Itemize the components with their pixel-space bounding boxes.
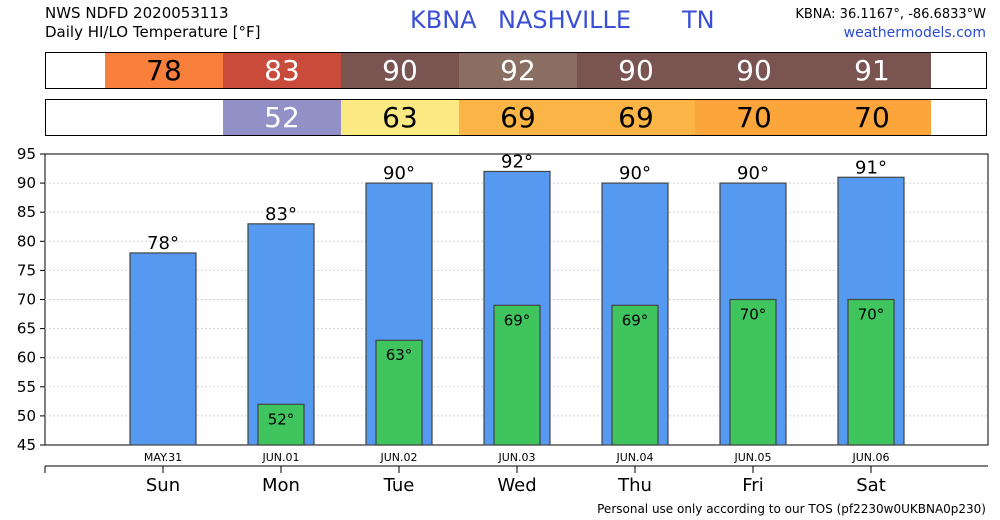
- city-name: NASHVILLE: [498, 6, 632, 34]
- date-label: JUN.03: [497, 451, 535, 464]
- day-label: Thu: [617, 475, 652, 496]
- hi-label: 78°: [147, 233, 179, 254]
- date-label: JUN.01: [261, 451, 299, 464]
- lo-bar: [847, 298, 895, 446]
- lo-bar: [611, 304, 659, 446]
- product-title: Daily HI/LO Temperature [°F]: [45, 23, 261, 41]
- day-label: Tue: [383, 475, 415, 496]
- lo-label: 69°: [622, 311, 649, 329]
- lo-cell-1: 52: [223, 100, 341, 135]
- hi-label: 91°: [855, 157, 887, 178]
- lo-bar: [257, 403, 305, 446]
- tos-footer: Personal use only according to our TOS (…: [597, 502, 986, 516]
- lo-bar: [493, 304, 541, 446]
- day-label: Mon: [262, 475, 300, 496]
- lo-bar: [729, 298, 777, 446]
- lo-label: 52°: [268, 410, 295, 428]
- hi-label: 83°: [265, 204, 297, 225]
- y-tick-label: 55: [17, 378, 36, 396]
- hi-label: 90°: [383, 163, 415, 184]
- lo-bar: [375, 339, 423, 446]
- date-label: JUN.05: [733, 451, 771, 464]
- y-tick-label: 60: [17, 349, 36, 367]
- station-title: KBNA NASHVILLE TN: [400, 6, 730, 40]
- y-tick-label: 65: [17, 320, 36, 338]
- header-left: NWS NDFD 2020053113 Daily HI/LO Temperat…: [45, 4, 261, 42]
- site-link[interactable]: weathermodels.com: [843, 25, 986, 41]
- station-id: KBNA: [410, 6, 477, 34]
- hi-cell-6: 91: [813, 53, 931, 88]
- hi-cell-3: 92: [459, 53, 577, 88]
- state-code: TN: [682, 6, 715, 34]
- temperature-chart: 45 50 55 60 65 70 75 80 85 90 95 78° MAY.31 Sun 83° 52°…: [17, 145, 989, 496]
- date-label: MAY.31: [144, 451, 182, 464]
- y-tick-label: 50: [17, 407, 36, 425]
- hi-label: 92°: [501, 151, 533, 172]
- hi-cell-2: 90: [341, 53, 459, 88]
- lo-label: 69°: [504, 311, 531, 329]
- lo-cell-2: 63: [341, 100, 459, 135]
- y-tick-label: 70: [17, 291, 36, 309]
- hi-label: 90°: [619, 163, 651, 184]
- date-label: JUN.02: [379, 451, 417, 464]
- hi-cell-5: 90: [695, 53, 813, 88]
- lo-cell-5: 70: [695, 100, 813, 135]
- hi-bar: [129, 252, 197, 446]
- header-right: KBNA: 36.1167°, -86.6833°W weathermodels…: [795, 5, 986, 43]
- day-label: Sat: [856, 475, 886, 496]
- date-label: JUN.06: [851, 451, 889, 464]
- y-tick-label: 90: [17, 174, 36, 192]
- y-tick-label: 80: [17, 232, 36, 250]
- day-label: Fri: [742, 475, 763, 496]
- y-tick-label: 85: [17, 203, 36, 221]
- day-label: Sun: [146, 475, 180, 496]
- model-source: NWS NDFD 2020053113: [45, 4, 229, 22]
- lo-cell-3: 69: [459, 100, 577, 135]
- station-coords: KBNA: 36.1167°, -86.6833°W: [795, 7, 986, 22]
- y-tick-label: 75: [17, 261, 36, 279]
- hi-cell-0: 78: [105, 53, 223, 88]
- y-tick-label: 95: [17, 145, 36, 163]
- lo-cell-0: [105, 100, 223, 135]
- hi-cell-4: 90: [577, 53, 695, 88]
- lo-cell-6: 70: [813, 100, 931, 135]
- lo-label: 70°: [858, 306, 885, 324]
- lo-label: 63°: [386, 346, 413, 364]
- lo-label: 70°: [740, 306, 767, 324]
- hi-cell-1: 83: [223, 53, 341, 88]
- hi-temp-strip: 78 83 90 92 90 90 91: [45, 52, 987, 89]
- y-tick-label: 45: [17, 436, 36, 454]
- lo-temp-strip: 52 63 69 69 70 70: [45, 99, 987, 136]
- hi-label: 90°: [737, 163, 769, 184]
- day-label: Wed: [497, 475, 536, 496]
- lo-cell-4: 69: [577, 100, 695, 135]
- date-label: JUN.04: [615, 451, 653, 464]
